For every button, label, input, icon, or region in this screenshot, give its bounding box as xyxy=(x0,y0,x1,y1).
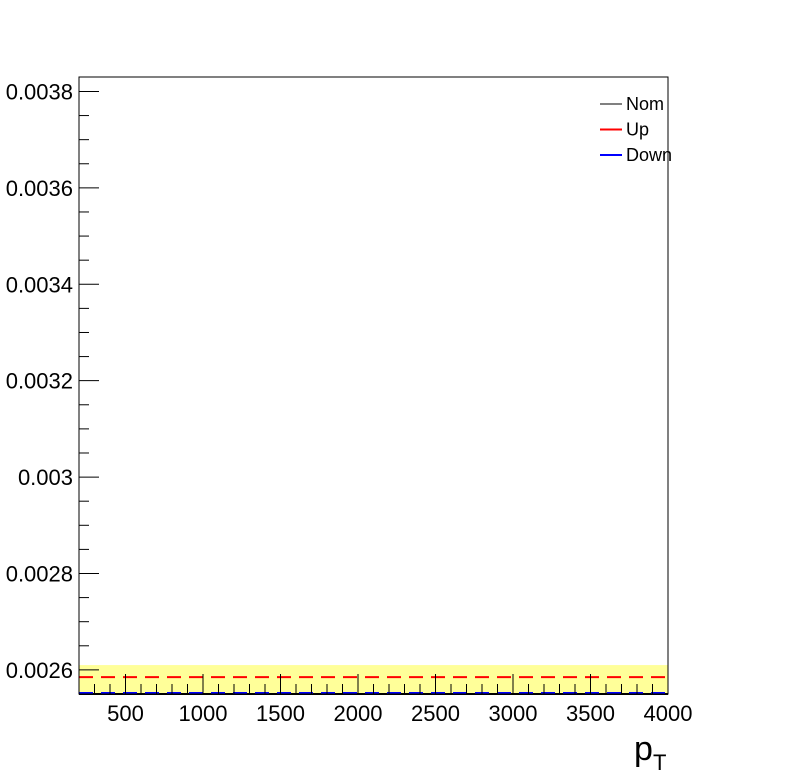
x-axis: 500 1000 1500 2000 2500 3000 3500 4000 xyxy=(78,674,693,726)
y-tick-label: 0.0028 xyxy=(6,561,73,586)
x-tick-label: 2500 xyxy=(411,701,460,726)
x-tick-label: 3000 xyxy=(489,701,538,726)
y-tick-label: 0.0038 xyxy=(6,79,73,104)
y-tick-label: 0.0036 xyxy=(6,176,73,201)
legend-label-down: Down xyxy=(626,145,672,165)
plot-frame xyxy=(78,76,669,695)
y-axis: 0.0026 0.0028 0.003 0.0032 0.0034 0.0036 0.003… xyxy=(6,79,99,695)
x-tick-label: 1000 xyxy=(179,701,228,726)
y-tick-label: 0.0034 xyxy=(6,272,73,297)
y-tick-label: 0.003 xyxy=(18,465,73,490)
legend-label-nom: Nom xyxy=(626,94,664,114)
y-tick-label: 0.0032 xyxy=(6,369,73,394)
x-tick-label: 1500 xyxy=(256,701,305,726)
x-tick-label: 3500 xyxy=(566,701,615,726)
x-axis-title-subscript: T xyxy=(653,750,666,772)
x-tick-label: 2000 xyxy=(334,701,383,726)
legend: Nom Up Down xyxy=(600,94,672,165)
x-tick-label: 500 xyxy=(107,701,144,726)
x-tick-label: 4000 xyxy=(644,701,693,726)
y-tick-label: 0.0026 xyxy=(6,658,73,683)
legend-label-up: Up xyxy=(626,120,649,140)
x-axis-title: p xyxy=(634,730,653,768)
